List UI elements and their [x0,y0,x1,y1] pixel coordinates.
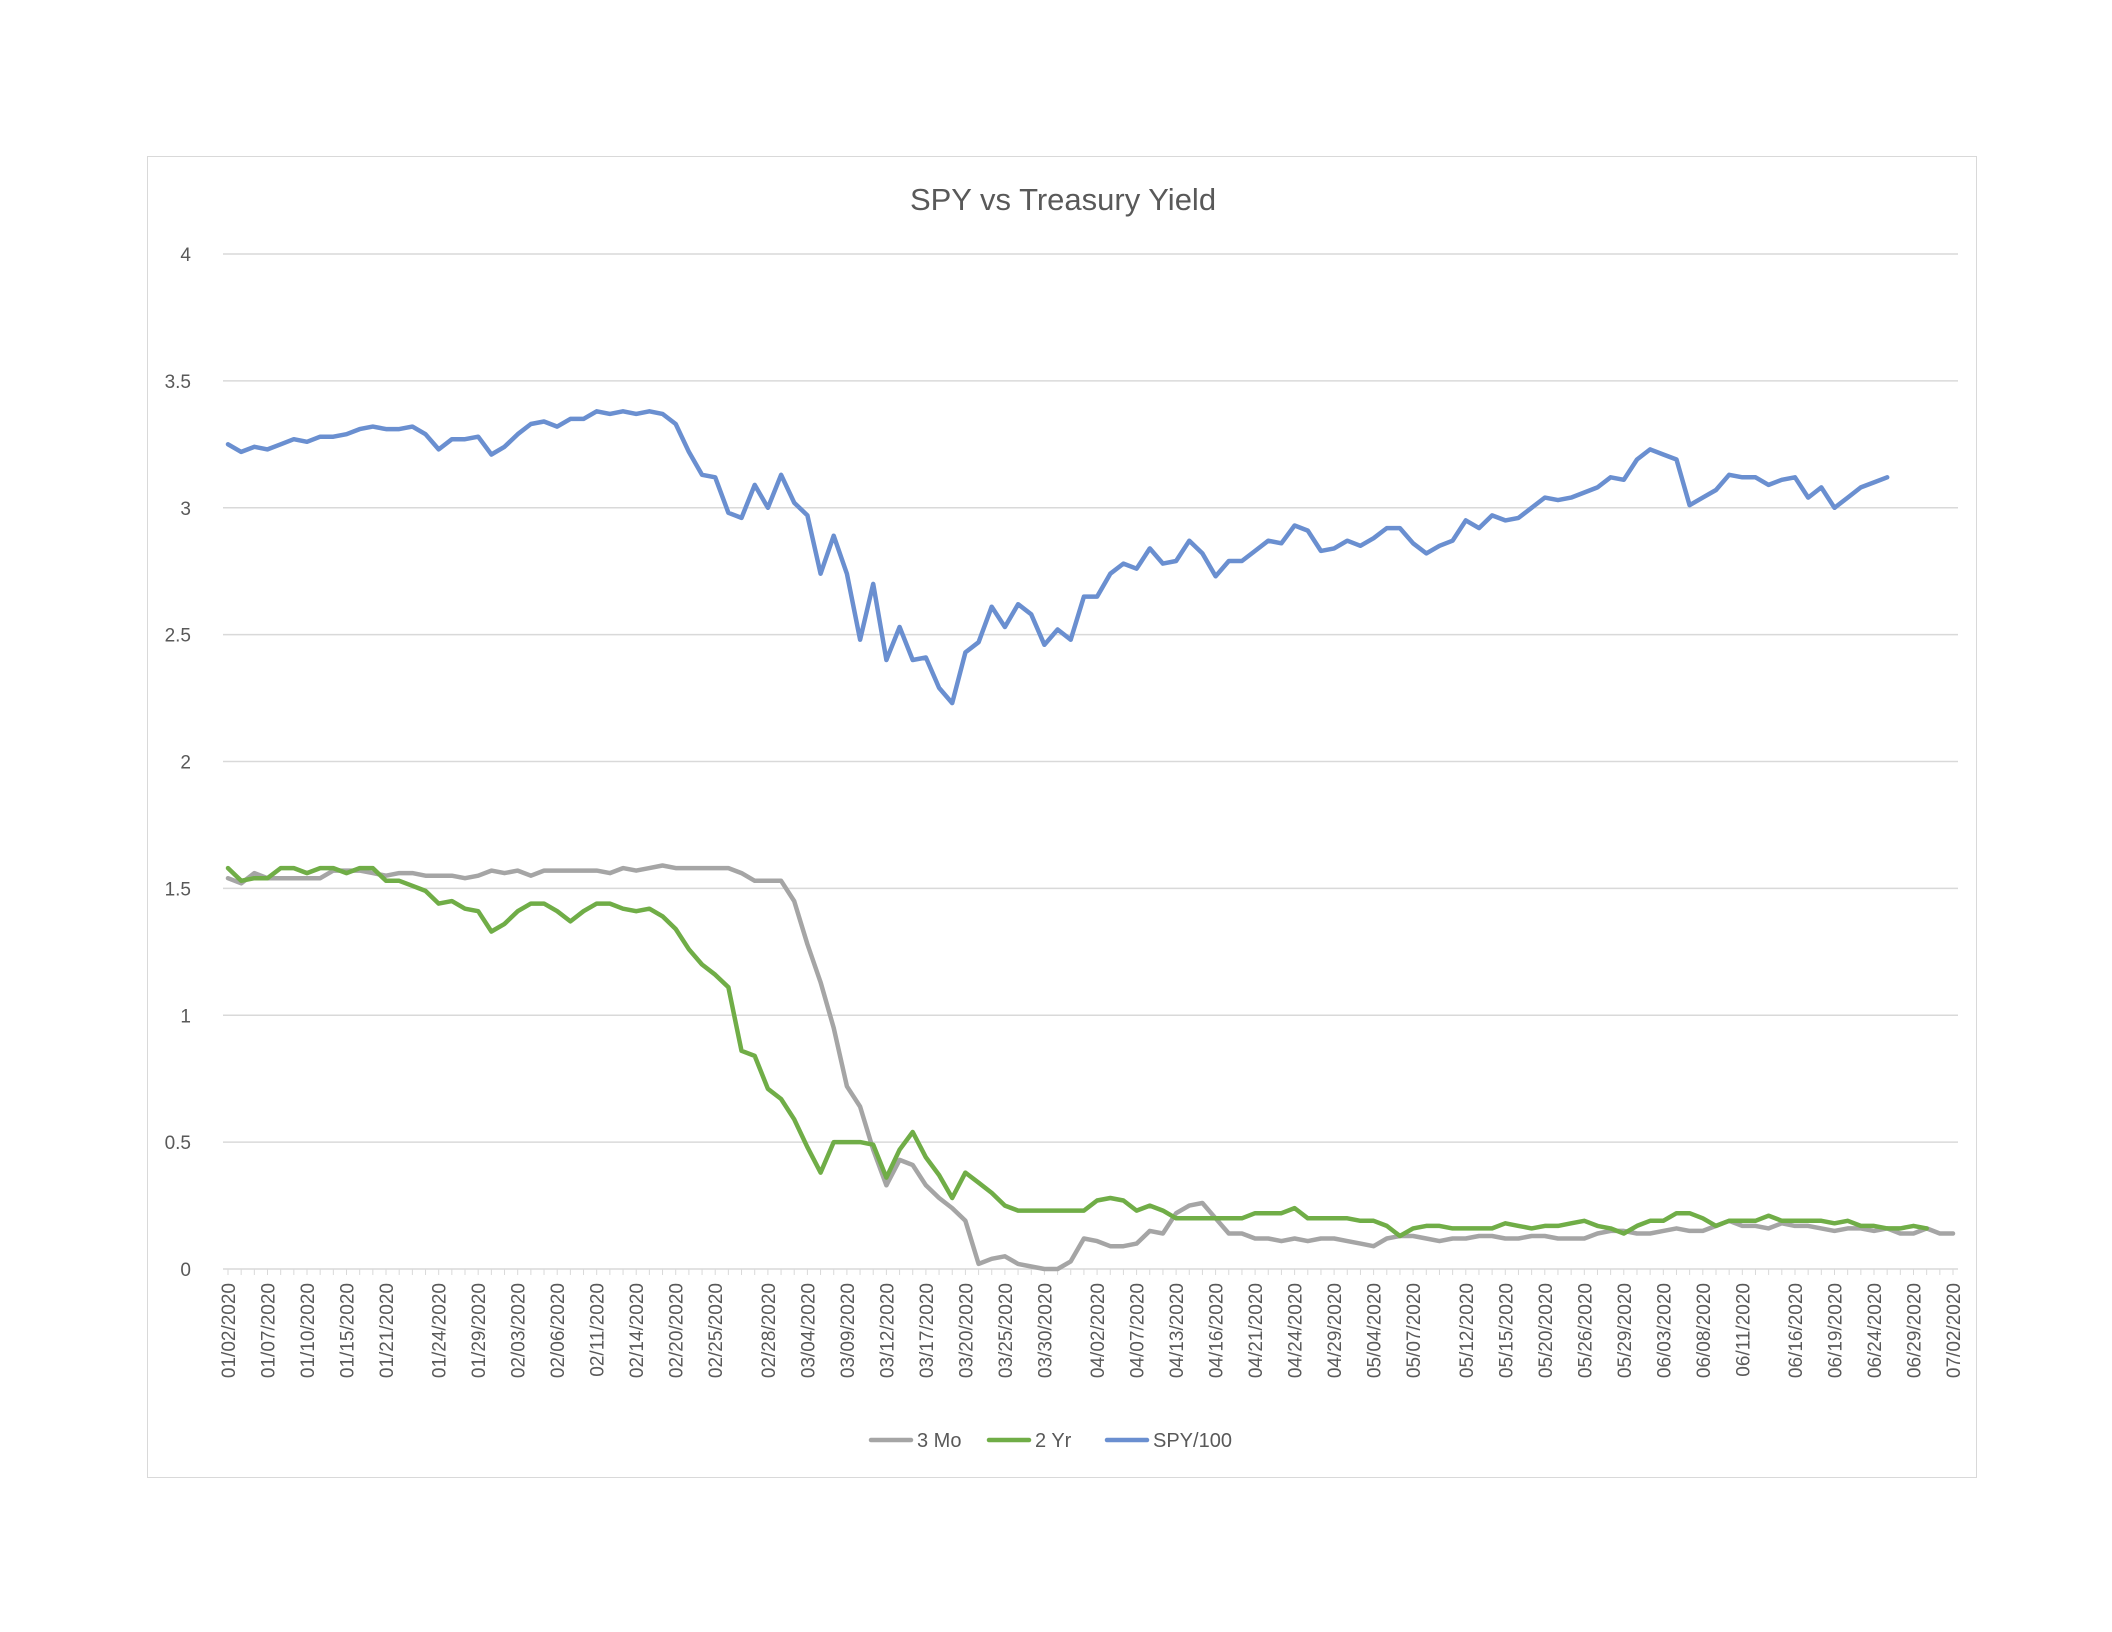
series-line-2-yr [225,865,1929,1239]
x-tick-label: 05/15/2020 [1496,1283,1517,1378]
legend-label: 2 Yr [1035,1430,1072,1452]
x-tick-label: 01/10/2020 [298,1283,319,1378]
x-tick-label: 03/25/2020 [996,1283,1017,1378]
y-tick-label: 4 [180,245,191,266]
chart-area: SPY vs Treasury Yield 0 0.5 1 1.5 2 2.5 3 3.5 4 … [147,156,1977,1478]
y-tick-label: 2.5 [165,626,191,647]
x-tick-label: 05/04/2020 [1365,1283,1386,1378]
x-tick-label: 04/02/2020 [1088,1283,1109,1378]
x-axis-ticks: 01/02/2020 01/07/2020 01/10/2020 01/15/2020… [219,1269,1965,1378]
series-line-3-mo [225,863,1956,1272]
x-tick-label: 02/14/2020 [627,1283,648,1378]
x-tick-label: 06/16/2020 [1786,1283,1807,1378]
x-tick-label: 05/20/2020 [1536,1283,1557,1378]
x-tick-label: 06/08/2020 [1694,1283,1715,1378]
x-tick-label: 03/17/2020 [917,1283,938,1378]
gridlines [223,253,1958,1270]
legend: 3 Mo 2 Yr SPY/100 [868,1430,1232,1452]
x-tick-label: 04/29/2020 [1325,1283,1346,1378]
x-tick-label: 02/03/2020 [509,1283,530,1378]
x-tick-label: 03/12/2020 [877,1283,898,1378]
x-tick-label: 04/13/2020 [1167,1283,1188,1378]
y-tick-label: 0.5 [165,1133,191,1154]
x-tick-label: 07/02/2020 [1944,1283,1965,1378]
legend-label: 3 Mo [917,1430,961,1452]
x-tick-label: 02/28/2020 [759,1283,780,1378]
x-tick-label: 05/29/2020 [1615,1283,1636,1378]
x-tick-label: 03/09/2020 [838,1283,859,1378]
x-tick-label: 04/24/2020 [1286,1283,1307,1378]
x-tick-label: 01/15/2020 [338,1283,359,1378]
y-tick-label: 3.5 [165,372,191,393]
x-tick-label: 02/11/2020 [588,1283,609,1377]
x-tick-label: 01/29/2020 [469,1283,490,1378]
x-tick-label: 01/07/2020 [259,1283,280,1378]
y-tick-label: 1.5 [165,879,191,900]
x-tick-label: 06/03/2020 [1654,1283,1675,1378]
y-tick-label: 2 [180,753,191,774]
x-tick-label: 04/07/2020 [1128,1283,1149,1378]
x-tick-label: 04/16/2020 [1207,1283,1228,1378]
x-tick-label: 02/06/2020 [548,1283,569,1378]
x-tick-label: 05/26/2020 [1575,1283,1596,1378]
x-tick-label: 01/02/2020 [219,1283,240,1378]
x-tick-label: 01/24/2020 [430,1283,451,1378]
y-tick-label: 1 [180,1006,191,1027]
x-tick-label: 02/20/2020 [667,1283,688,1378]
x-tick-label: 06/11/2020 [1733,1283,1754,1377]
x-tick-label: 06/29/2020 [1904,1283,1925,1378]
y-tick-label: 3 [180,499,191,520]
x-tick-label: 03/20/2020 [956,1283,977,1378]
line-chart: SPY vs Treasury Yield 00.511.522.533.54 … [165,182,1965,1452]
x-tick-label: 06/19/2020 [1825,1283,1846,1378]
series-line-spy-100 [225,409,1890,706]
chart-title: SPY vs Treasury Yield [910,182,1216,217]
x-tick-label: 03/30/2020 [1035,1283,1056,1378]
x-tick-label: 04/21/2020 [1246,1283,1267,1378]
x-tick-label: 02/25/2020 [706,1283,727,1378]
x-tick-label: 06/24/2020 [1865,1283,1886,1378]
x-tick-label: 03/04/2020 [798,1283,819,1378]
x-tick-label: 01/21/2020 [377,1283,398,1378]
y-axis-ticks: 0 0.5 1 1.5 2 2.5 3 3.5 4 [165,245,192,1281]
y-tick-label: 0 [180,1260,191,1281]
legend-label: SPY/100 [1153,1430,1232,1452]
x-tick-label: 05/07/2020 [1404,1283,1425,1378]
series-lines [225,409,1956,1272]
x-tick-label: 05/12/2020 [1457,1283,1478,1378]
